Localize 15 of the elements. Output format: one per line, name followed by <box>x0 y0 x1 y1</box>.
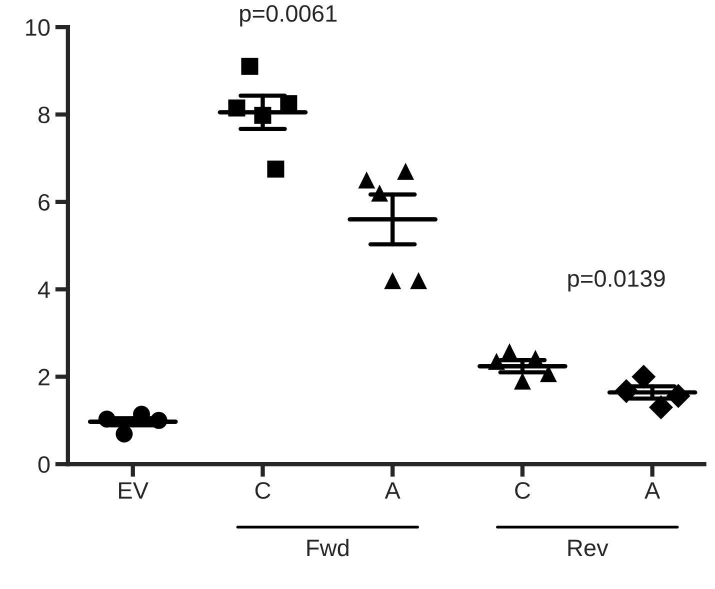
x-tick-label: A <box>644 482 660 499</box>
x-tick-label: C <box>515 482 530 499</box>
x-tick-label: EV <box>119 482 149 499</box>
y-tick-label: 6 <box>38 194 50 211</box>
text: p=0.0061 <box>240 5 337 27</box>
y-tick-label: 10 <box>26 19 50 36</box>
annotation: p=0.0139 <box>568 270 665 292</box>
x-tick-label: A <box>384 482 400 499</box>
text: Rev <box>568 540 608 556</box>
text: Fwd <box>307 538 348 556</box>
y-tick-label: 4 <box>38 282 50 298</box>
y-tick-label: 2 <box>38 368 50 386</box>
x-tick-label: C <box>255 482 270 499</box>
y-tick-label: 0 <box>38 456 50 473</box>
y-tick-label: 8 <box>38 106 50 124</box>
